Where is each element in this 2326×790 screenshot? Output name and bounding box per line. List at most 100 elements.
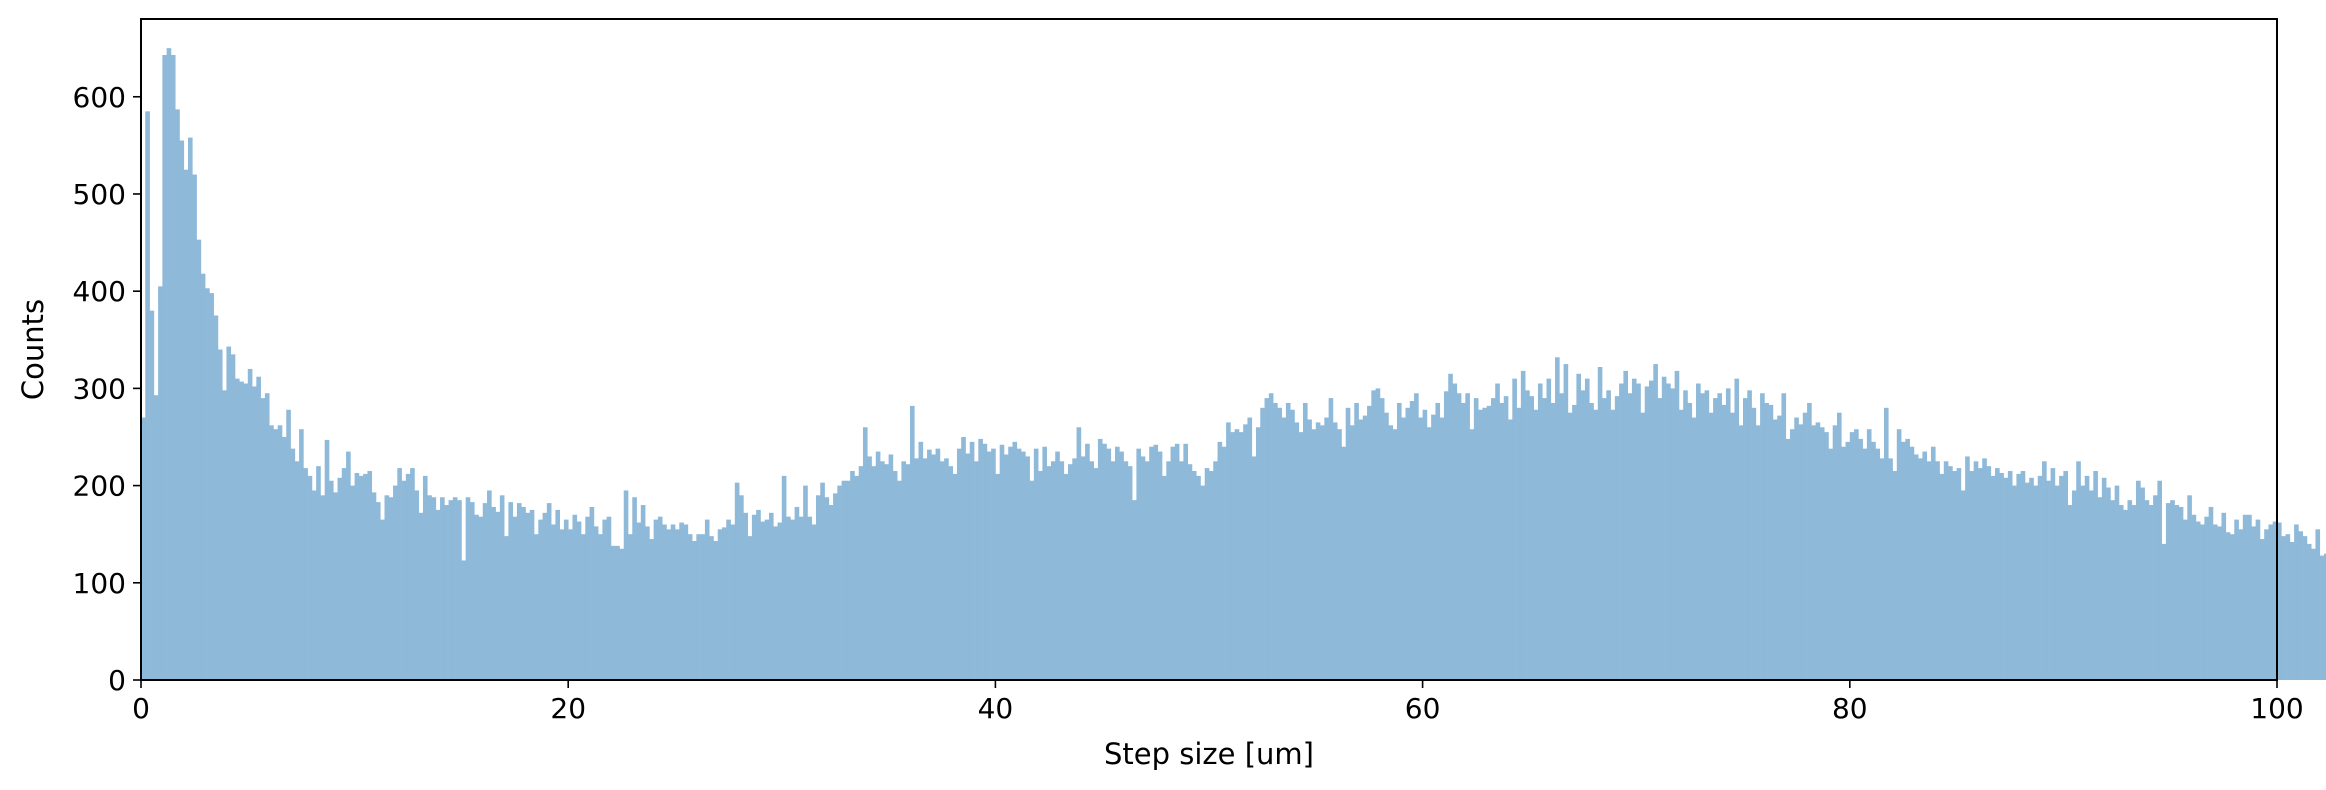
y-tick-label: 600 xyxy=(73,81,126,114)
histogram-bar xyxy=(1743,398,1748,680)
x-axis-label: Step size [um] xyxy=(1104,737,1314,771)
histogram-bar xyxy=(2277,522,2282,680)
histogram-bar xyxy=(833,493,838,680)
histogram-bar xyxy=(328,480,334,680)
histogram-bar xyxy=(837,485,842,680)
histogram-bar xyxy=(2212,524,2218,680)
histogram-bar xyxy=(2131,505,2137,680)
histogram-bar xyxy=(602,519,607,680)
histogram-bar xyxy=(1636,383,1641,680)
y-tick-label: 200 xyxy=(73,470,126,503)
histogram-bar xyxy=(1157,451,1163,680)
histogram-bar xyxy=(2191,514,2197,680)
histogram-bar xyxy=(2037,475,2043,680)
histogram-bar xyxy=(2050,468,2056,680)
histogram-bar xyxy=(1093,468,1099,680)
histogram-bar xyxy=(1255,427,1261,680)
histogram-bar xyxy=(1349,425,1355,680)
histogram-bar xyxy=(1431,414,1436,680)
histogram-bar xyxy=(1375,388,1381,680)
histogram-bar xyxy=(828,505,834,680)
histogram-bar xyxy=(880,461,885,680)
histogram-bar xyxy=(2306,543,2312,680)
histogram-bar xyxy=(162,54,167,681)
histogram-bar xyxy=(2003,477,2009,680)
histogram-bar xyxy=(1832,425,1838,680)
histogram-bar xyxy=(914,458,919,680)
histogram-bar xyxy=(1879,458,1885,680)
histogram-bar xyxy=(1204,468,1210,680)
histogram-bar xyxy=(1738,425,1744,680)
histogram-bar xyxy=(1542,398,1547,680)
y-axis-label: Counts xyxy=(16,299,50,400)
histogram-bar xyxy=(1751,407,1757,680)
histogram-bar xyxy=(2200,524,2205,680)
histogram-bar xyxy=(440,497,445,680)
histogram-bar xyxy=(1456,393,1462,680)
histogram-bar xyxy=(589,506,595,680)
histogram-bar xyxy=(1110,461,1116,680)
histogram-bar xyxy=(1512,378,1517,680)
histogram-bar xyxy=(897,480,902,680)
histogram-bar xyxy=(931,454,936,680)
histogram-bar xyxy=(781,475,787,680)
histogram-bar xyxy=(1785,438,1791,680)
histogram-bar xyxy=(1918,458,1923,680)
histogram-bar xyxy=(256,376,261,680)
histogram-bar xyxy=(692,541,697,680)
histogram-bar xyxy=(2323,553,2326,680)
histogram-bar xyxy=(1854,429,1859,680)
y-tick-label: 100 xyxy=(73,567,126,600)
histogram-bar xyxy=(2319,555,2325,680)
histogram-bar xyxy=(1140,456,1146,680)
histogram-bar xyxy=(1452,383,1458,680)
histogram-bar xyxy=(1678,409,1684,680)
histogram-bar xyxy=(1196,475,1201,680)
histogram-bar xyxy=(751,514,757,680)
histogram-bar xyxy=(307,475,313,680)
histogram-bar xyxy=(657,516,663,680)
histogram-bar xyxy=(414,490,420,680)
histogram-bar xyxy=(623,490,629,680)
histogram-bar xyxy=(491,506,496,680)
histogram-bar xyxy=(1747,390,1752,680)
histogram-bar xyxy=(141,417,146,680)
histogram-bar xyxy=(1610,409,1616,680)
histogram-bar xyxy=(1516,407,1522,680)
histogram-bar xyxy=(1503,396,1509,680)
histogram-bar xyxy=(773,526,778,680)
histogram-bar xyxy=(768,512,774,680)
histogram-bar xyxy=(2230,534,2235,680)
histogram-bar xyxy=(243,383,249,680)
histogram-bar xyxy=(196,239,202,680)
histogram-bar xyxy=(2242,514,2248,680)
histogram-bar xyxy=(551,524,556,680)
histogram-bar xyxy=(1055,451,1060,680)
histogram-bar xyxy=(1345,407,1351,680)
histogram-bar xyxy=(269,425,274,680)
histogram-bar xyxy=(2161,543,2167,680)
histogram-bar xyxy=(187,137,193,681)
histogram-bar xyxy=(1038,471,1043,680)
histogram-bar xyxy=(1922,451,1928,680)
histogram-bar xyxy=(516,503,522,680)
histogram-bar xyxy=(1730,412,1735,680)
histogram-bar xyxy=(2221,512,2227,680)
histogram-bar xyxy=(145,111,150,681)
histogram-bar xyxy=(1717,393,1722,680)
histogram-bar xyxy=(1995,468,2000,680)
histogram-bar xyxy=(884,464,889,680)
histogram-bar xyxy=(935,448,941,680)
histogram-bar xyxy=(803,485,808,680)
histogram-bar xyxy=(2264,529,2269,680)
histogram-bar xyxy=(1307,419,1312,680)
x-tick-label: 80 xyxy=(1832,692,1868,725)
histogram-bar xyxy=(2148,505,2154,680)
histogram-bar xyxy=(341,468,347,680)
histogram-bar xyxy=(1136,448,1141,680)
histogram-bar xyxy=(1414,393,1419,680)
histogram-bar xyxy=(777,522,783,680)
histogram-bar xyxy=(1653,364,1658,680)
histogram-bar xyxy=(850,471,855,680)
